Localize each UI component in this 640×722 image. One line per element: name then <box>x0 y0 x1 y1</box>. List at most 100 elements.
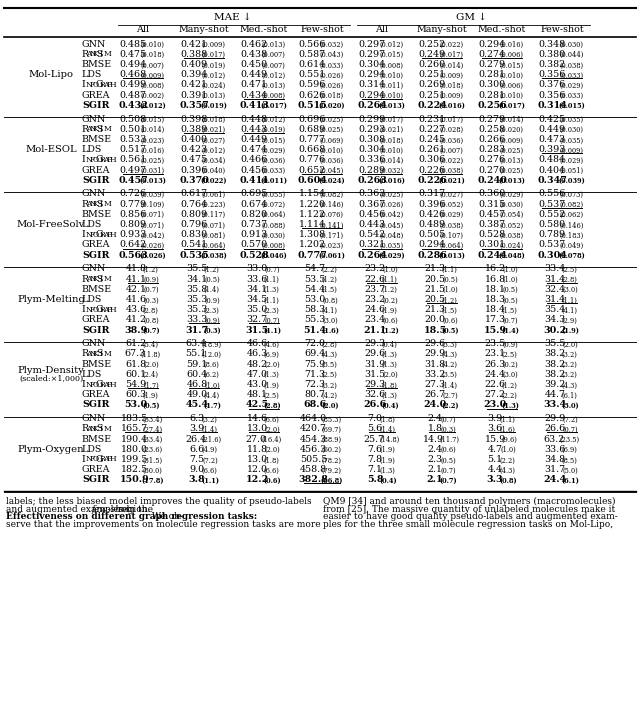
Text: N: N <box>90 275 96 283</box>
Text: 0.570: 0.570 <box>241 240 268 249</box>
Text: 0.224: 0.224 <box>417 101 447 110</box>
Text: 0.517: 0.517 <box>120 145 147 154</box>
Text: 35.3: 35.3 <box>186 295 208 304</box>
Text: 0.297: 0.297 <box>358 40 386 48</box>
Text: (0.3): (0.3) <box>203 327 221 335</box>
Text: (4.2): (4.2) <box>322 391 338 400</box>
Text: 0.314: 0.314 <box>358 80 386 90</box>
Text: R: R <box>82 349 89 358</box>
Text: K: K <box>93 51 99 58</box>
Text: 0.244: 0.244 <box>477 251 507 260</box>
Text: 21.3: 21.3 <box>424 264 445 274</box>
Text: (0.042): (0.042) <box>141 232 165 240</box>
Text: 22.6: 22.6 <box>364 274 386 284</box>
Text: (0.013): (0.013) <box>499 177 525 185</box>
Text: (0.109): (0.109) <box>141 201 165 209</box>
Text: (0.010): (0.010) <box>380 147 404 155</box>
Text: 35.5: 35.5 <box>186 264 208 274</box>
Text: 18.1: 18.1 <box>484 284 506 294</box>
Text: (0.3): (0.3) <box>440 426 456 434</box>
Text: (0.069): (0.069) <box>320 136 344 144</box>
Text: 0.256: 0.256 <box>477 101 507 110</box>
Text: (2.5): (2.5) <box>502 351 518 359</box>
Text: 0.286: 0.286 <box>417 251 447 260</box>
Text: (0.032): (0.032) <box>380 167 404 175</box>
Text: BMSE: BMSE <box>82 284 112 294</box>
Text: (0.011): (0.011) <box>260 177 287 185</box>
Text: 5.1: 5.1 <box>488 455 502 464</box>
Text: 72.3: 72.3 <box>305 380 326 389</box>
Text: (0.035): (0.035) <box>380 242 404 250</box>
Text: Many-shot: Many-shot <box>417 25 467 35</box>
Text: 31.8: 31.8 <box>424 360 445 369</box>
Text: (8.5): (8.5) <box>562 456 578 464</box>
Text: 0.294: 0.294 <box>419 240 446 249</box>
Text: 53.5: 53.5 <box>305 274 326 284</box>
Text: 2.1: 2.1 <box>428 465 442 474</box>
Text: 3.9: 3.9 <box>488 414 502 423</box>
Text: (2.8): (2.8) <box>322 341 338 349</box>
Text: ples for the three small molecule regression tasks on Mol-Lipo,: ples for the three small molecule regres… <box>323 520 613 529</box>
Text: (0.017): (0.017) <box>380 116 404 124</box>
Text: (1.4): (1.4) <box>204 286 220 294</box>
Text: 0.501: 0.501 <box>120 125 147 134</box>
Text: (0.015): (0.015) <box>141 116 165 124</box>
Text: 0.695: 0.695 <box>241 189 268 199</box>
Text: (3.0): (3.0) <box>322 317 338 325</box>
Text: 32.4: 32.4 <box>545 284 566 294</box>
Text: (0.013): (0.013) <box>438 252 465 260</box>
Text: (0.7): (0.7) <box>264 266 280 274</box>
Text: 0.764: 0.764 <box>180 200 208 209</box>
Text: (2.0): (2.0) <box>562 341 578 349</box>
Text: 0.297: 0.297 <box>358 50 386 58</box>
Text: A: A <box>103 380 109 388</box>
Text: (0.007): (0.007) <box>141 61 164 69</box>
Text: (0.029): (0.029) <box>500 191 524 199</box>
Text: 11.8: 11.8 <box>246 445 268 453</box>
Text: 0.394: 0.394 <box>180 70 208 79</box>
Text: (1.1): (1.1) <box>500 416 516 424</box>
Text: 0.457: 0.457 <box>118 175 148 185</box>
Text: (0.015): (0.015) <box>380 51 404 59</box>
Text: R: R <box>82 274 89 284</box>
Text: 0.563: 0.563 <box>118 251 148 260</box>
Text: H: H <box>110 305 116 313</box>
Text: (1.9): (1.9) <box>380 446 396 454</box>
Text: (1.2): (1.2) <box>381 327 399 335</box>
Text: region.: region. <box>115 505 150 513</box>
Text: 0.396: 0.396 <box>180 165 208 175</box>
Text: (27.4): (27.4) <box>143 426 163 434</box>
Text: (0.014): (0.014) <box>141 126 165 134</box>
Text: 24.4: 24.4 <box>543 475 566 484</box>
Text: 80.7: 80.7 <box>305 390 326 399</box>
Text: GREA: GREA <box>82 390 111 399</box>
Text: K: K <box>93 350 99 358</box>
Text: 35.8: 35.8 <box>186 284 207 294</box>
Text: (3.2): (3.2) <box>202 416 218 424</box>
Text: A: A <box>86 200 92 208</box>
Text: (0.6): (0.6) <box>263 477 281 484</box>
Text: 0.450: 0.450 <box>241 60 268 69</box>
Text: 13.0: 13.0 <box>246 425 268 433</box>
Text: H: H <box>110 231 116 239</box>
Text: 0.443: 0.443 <box>358 220 386 229</box>
Text: (0.039): (0.039) <box>141 191 165 199</box>
Text: 0.726: 0.726 <box>120 189 147 199</box>
Text: (1.4): (1.4) <box>202 426 218 434</box>
Text: (0.013): (0.013) <box>378 103 405 110</box>
Text: easier to have good quality pseudo-labels and augmented exam-: easier to have good quality pseudo-label… <box>323 513 618 521</box>
Text: (0.7): (0.7) <box>264 317 280 325</box>
Text: (0.5): (0.5) <box>142 402 159 410</box>
Text: (1.2): (1.2) <box>382 286 398 294</box>
Text: N: N <box>90 200 96 208</box>
Text: A: A <box>86 350 92 358</box>
Text: (0.020): (0.020) <box>500 126 524 134</box>
Text: R: R <box>82 125 89 134</box>
Text: (1.0): (1.0) <box>204 381 220 389</box>
Text: (0.045): (0.045) <box>380 222 404 230</box>
Text: SGIR: SGIR <box>82 475 109 484</box>
Text: (0.146): (0.146) <box>319 201 344 209</box>
Text: 0.367: 0.367 <box>358 200 386 209</box>
Text: BMSE: BMSE <box>82 60 112 69</box>
Text: (2.7): (2.7) <box>442 391 458 400</box>
